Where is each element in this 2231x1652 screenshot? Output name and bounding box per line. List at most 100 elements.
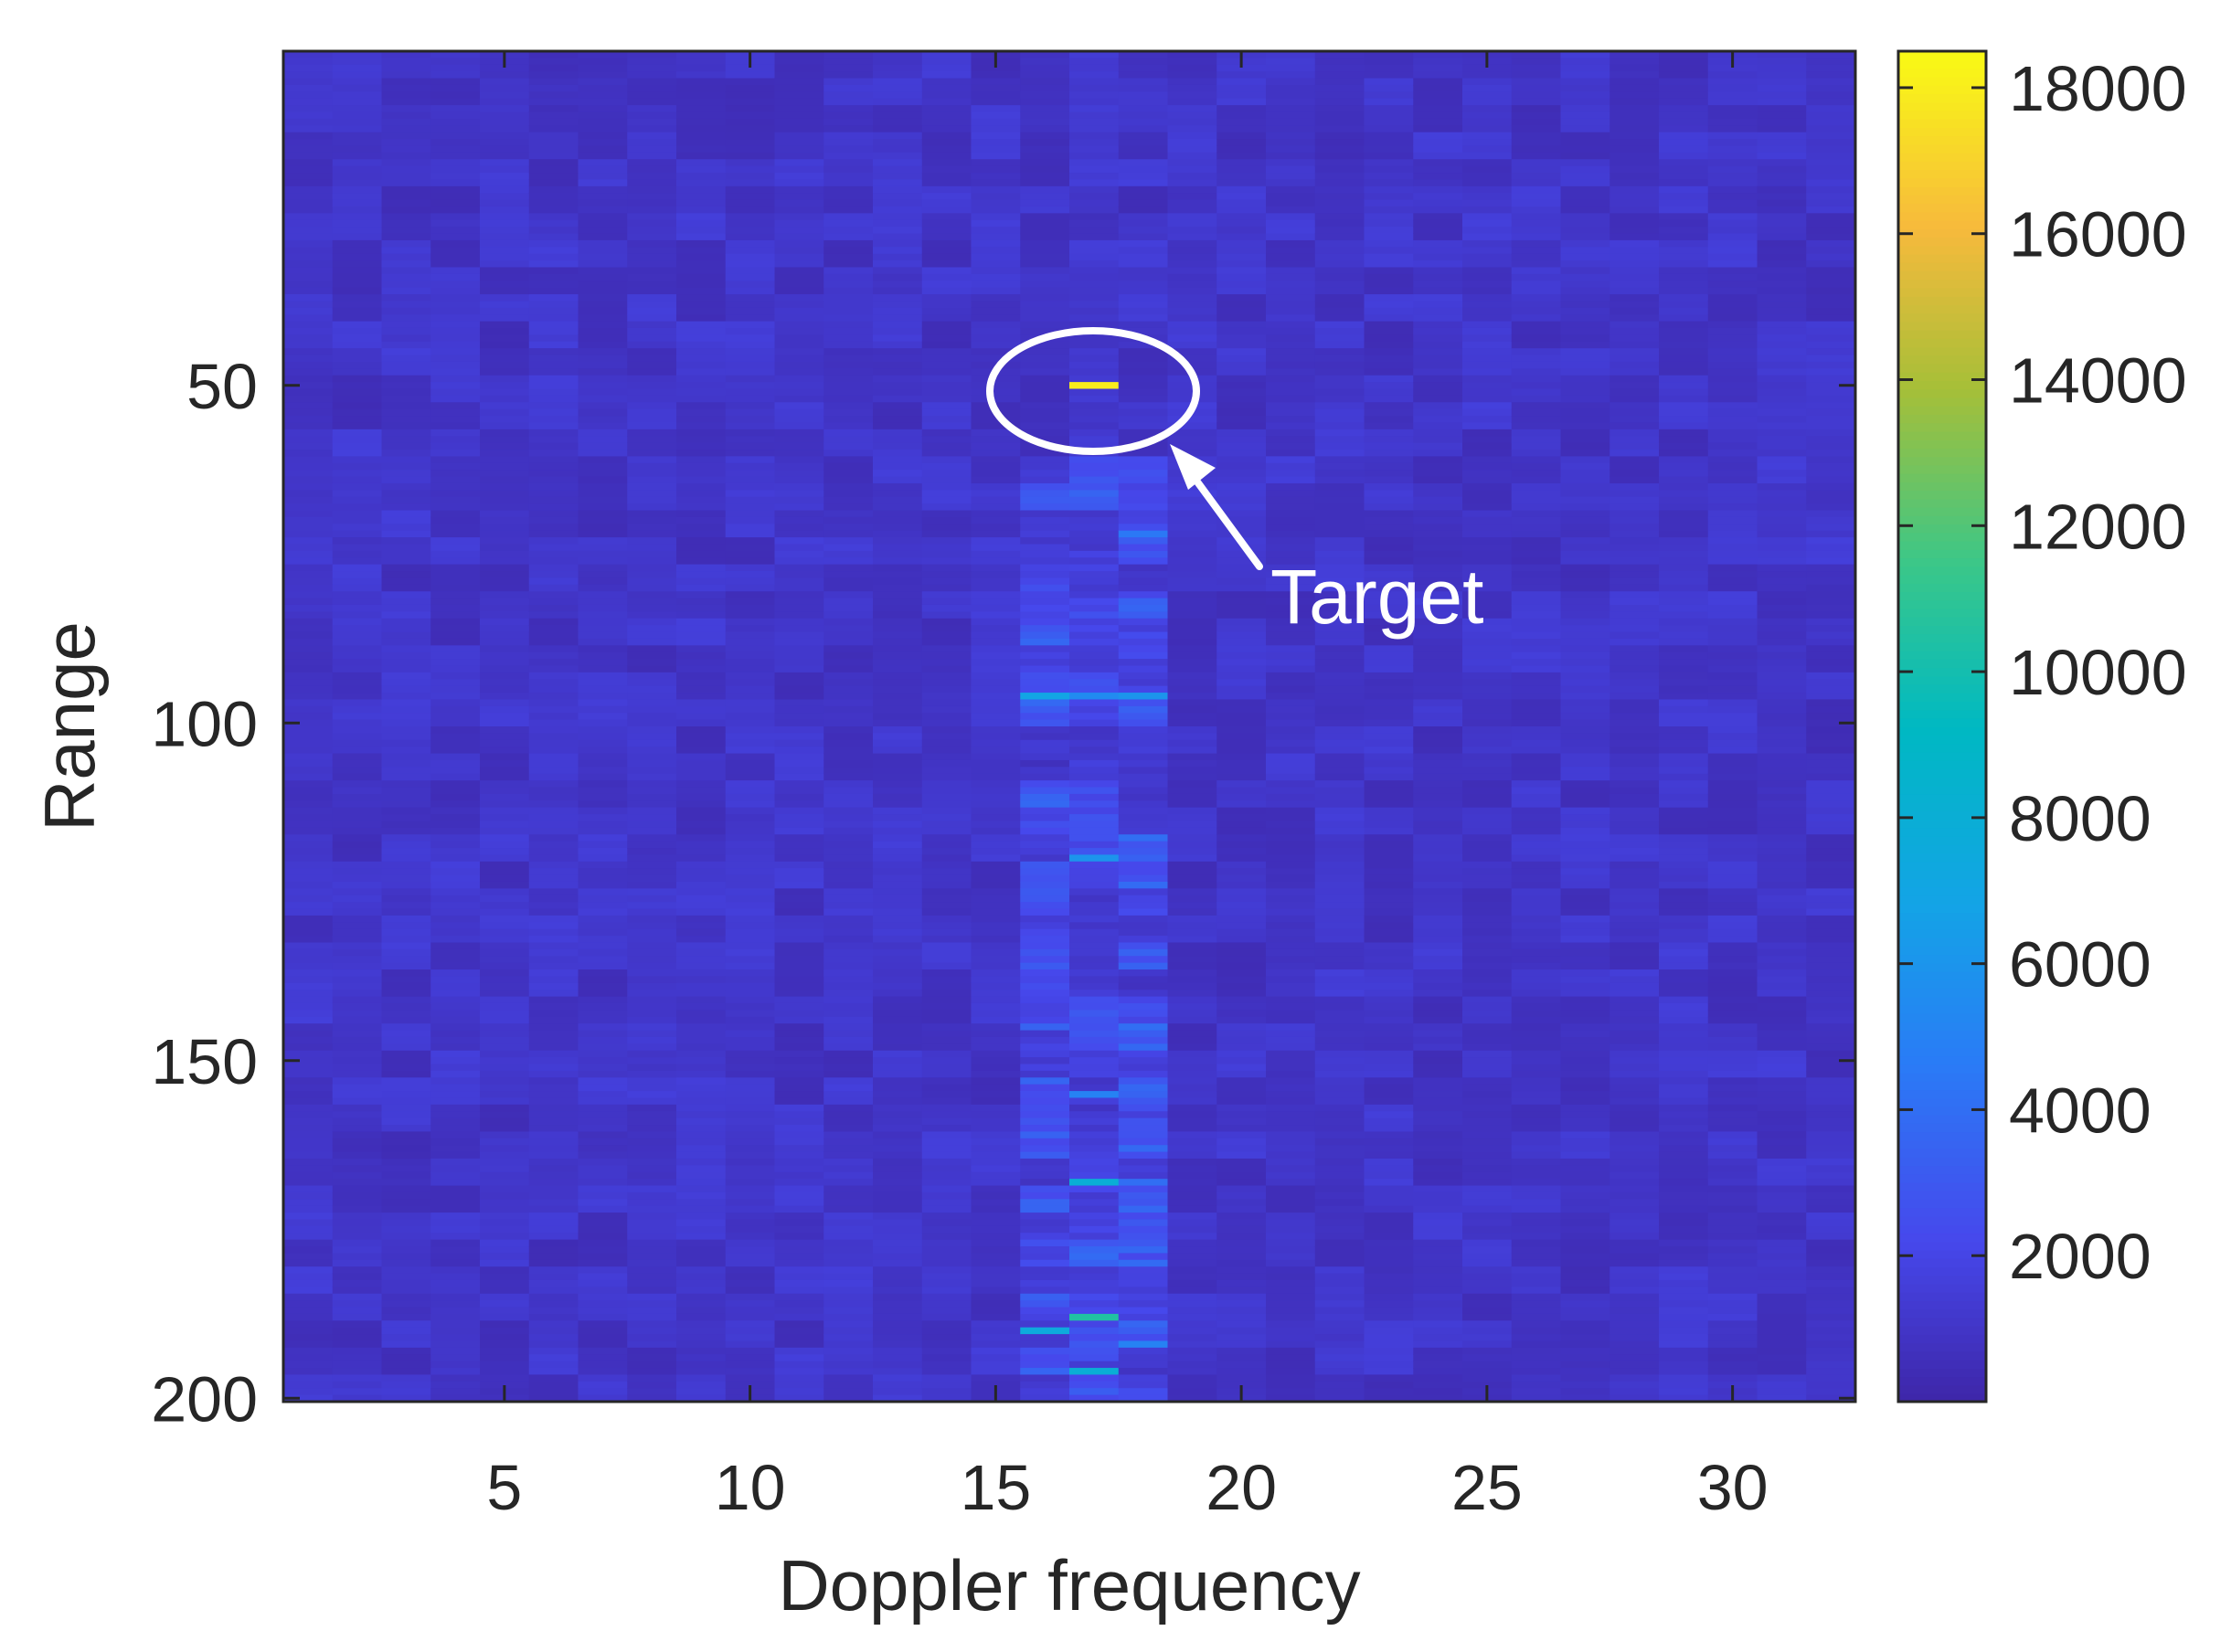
heatmap-cell [332, 482, 383, 491]
heatmap-cell [1314, 1030, 1365, 1038]
heatmap-cell [873, 314, 923, 323]
heatmap-cell [725, 1125, 776, 1132]
heatmap-cell [528, 713, 579, 721]
heatmap-cell [1020, 659, 1070, 667]
heatmap-cell [921, 388, 972, 397]
heatmap-cell [578, 1016, 628, 1024]
heatmap-cell [528, 388, 579, 397]
heatmap-cell [971, 152, 1021, 160]
heatmap-cell [1266, 733, 1316, 741]
heatmap-cell [676, 936, 727, 944]
heatmap-cell [430, 638, 481, 646]
heatmap-cell [971, 490, 1021, 498]
heatmap-cell [1118, 841, 1169, 849]
heatmap-cell [1167, 645, 1217, 653]
heatmap-cell [332, 1213, 383, 1221]
heatmap-cell [873, 1246, 923, 1255]
heatmap-cell [823, 118, 874, 126]
heatmap-cell [381, 1320, 431, 1329]
heatmap-cell [1069, 861, 1120, 869]
heatmap-cell [1167, 747, 1217, 755]
heatmap-cell [332, 273, 383, 281]
heatmap-cell [921, 1259, 972, 1267]
heatmap-cell [1364, 854, 1414, 863]
heatmap-cell [873, 1117, 923, 1126]
heatmap-cell [676, 550, 727, 558]
heatmap-cell [873, 239, 923, 248]
heatmap-cell [381, 807, 431, 815]
heatmap-cell [430, 787, 481, 795]
heatmap-cell [528, 1125, 579, 1132]
heatmap-cell [1069, 159, 1120, 167]
heatmap-cell [1216, 659, 1267, 667]
heatmap-cell [480, 1320, 530, 1329]
heatmap-cell [1314, 470, 1365, 478]
heatmap-cell [725, 834, 776, 842]
heatmap-cell [480, 759, 530, 768]
heatmap-cell [1462, 807, 1513, 815]
heatmap-cell [971, 321, 1021, 329]
heatmap-cell [1462, 1138, 1513, 1146]
heatmap-cell [1069, 368, 1120, 376]
heatmap-cell [1314, 395, 1365, 403]
heatmap-cell [1118, 895, 1169, 903]
heatmap-cell [921, 84, 972, 92]
heatmap-cell [1413, 98, 1463, 106]
heatmap-cell [627, 759, 677, 768]
heatmap-cell [1069, 105, 1120, 113]
heatmap-cell [1216, 327, 1267, 335]
heatmap-cell [1069, 341, 1120, 349]
heatmap-cell [873, 179, 923, 187]
heatmap-cell [1020, 1111, 1070, 1119]
heatmap-cell [774, 450, 824, 457]
heatmap-cell [676, 105, 727, 113]
heatmap-cell [430, 482, 481, 491]
heatmap-cell [676, 544, 727, 552]
heatmap-cell [725, 450, 776, 457]
heatmap-cell [1364, 1084, 1414, 1092]
heatmap-cell [578, 429, 628, 437]
heatmap-cell [676, 111, 727, 120]
heatmap-cell [1364, 1213, 1414, 1221]
heatmap-cell [381, 713, 431, 721]
heatmap-cell [1266, 273, 1316, 281]
heatmap-cell [1216, 922, 1267, 930]
heatmap-cell [1364, 1239, 1414, 1247]
heatmap-cell [725, 476, 776, 484]
heatmap-cell [823, 260, 874, 269]
heatmap-cell [1216, 611, 1267, 620]
heatmap-cell [1413, 1036, 1463, 1044]
heatmap-cell [1118, 800, 1169, 809]
heatmap-cell [725, 388, 776, 397]
heatmap-cell [1314, 739, 1365, 747]
heatmap-cell [283, 841, 334, 849]
heatmap-cell [1364, 253, 1414, 261]
heatmap-cell [921, 1300, 972, 1308]
heatmap-cell [627, 281, 677, 289]
heatmap-cell [676, 1016, 727, 1024]
heatmap-cell [1462, 1016, 1513, 1024]
heatmap-cell [627, 1138, 677, 1146]
heatmap-cell [1118, 733, 1169, 741]
heatmap-cell [921, 71, 972, 79]
heatmap-cell [627, 1179, 677, 1187]
heatmap-cell [1020, 1016, 1070, 1024]
heatmap-cell [1118, 314, 1169, 323]
heatmap-cell [971, 773, 1021, 781]
heatmap-cell [627, 672, 677, 680]
heatmap-cell [1314, 165, 1365, 174]
heatmap-cell [1020, 645, 1070, 653]
heatmap-cell [627, 348, 677, 356]
heatmap-cell [1364, 1185, 1414, 1193]
heatmap-cell [1314, 638, 1365, 646]
heatmap-cell [1364, 1057, 1414, 1065]
heatmap-cell [823, 125, 874, 133]
heatmap-cell [676, 314, 727, 323]
heatmap-cell [1069, 1266, 1120, 1275]
heatmap-cell [774, 105, 824, 113]
heatmap-cell [332, 1313, 383, 1321]
heatmap-cell [528, 273, 579, 281]
heatmap-cell [823, 1077, 874, 1085]
heatmap-cell [1462, 564, 1513, 572]
heatmap-cell [873, 827, 923, 835]
